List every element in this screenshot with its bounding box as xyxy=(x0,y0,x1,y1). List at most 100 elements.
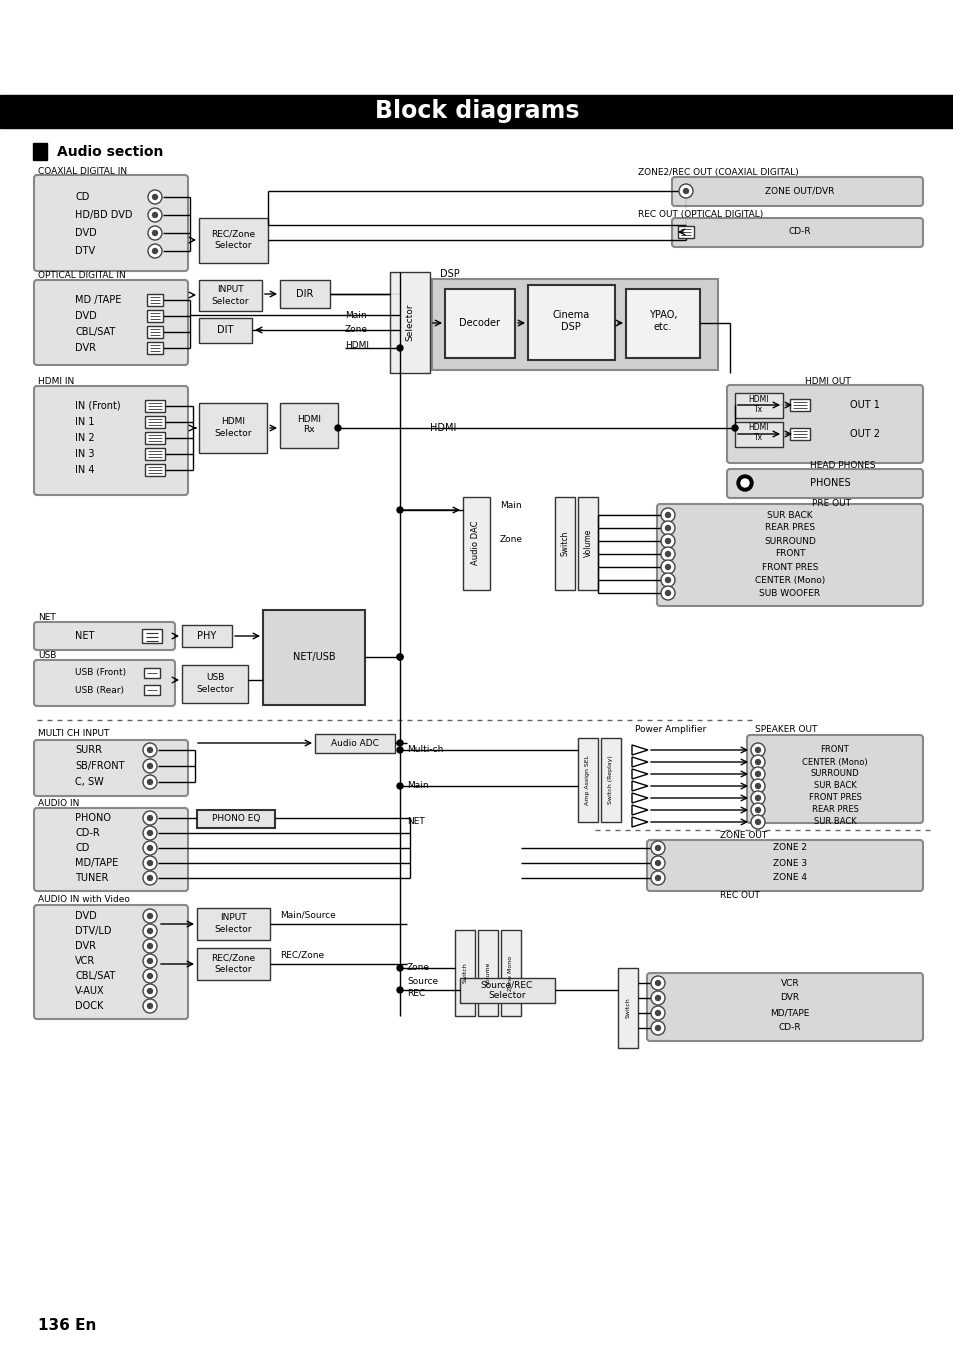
Bar xyxy=(444,289,515,358)
Bar xyxy=(280,280,330,308)
Circle shape xyxy=(396,747,402,753)
Bar xyxy=(182,665,248,703)
Text: Selector: Selector xyxy=(196,685,233,693)
Text: CBL/SAT: CBL/SAT xyxy=(75,971,115,981)
Text: DOCK: DOCK xyxy=(75,1001,103,1011)
Text: V-AUX: V-AUX xyxy=(75,986,105,996)
Circle shape xyxy=(143,954,157,969)
Circle shape xyxy=(148,958,152,963)
Text: Selector: Selector xyxy=(214,428,252,438)
Text: Tx: Tx xyxy=(754,434,762,443)
Circle shape xyxy=(660,508,675,521)
Text: Rx: Rx xyxy=(303,426,314,435)
FancyBboxPatch shape xyxy=(671,218,923,247)
Circle shape xyxy=(755,784,760,789)
Text: MD /TAPE: MD /TAPE xyxy=(75,295,121,305)
Bar xyxy=(734,422,782,447)
Circle shape xyxy=(143,759,157,773)
Circle shape xyxy=(396,654,402,661)
Text: DVD: DVD xyxy=(75,911,96,921)
Text: IN 2: IN 2 xyxy=(75,434,94,443)
Bar xyxy=(199,317,252,343)
Circle shape xyxy=(148,875,152,881)
Circle shape xyxy=(148,226,162,240)
Text: Source/REC: Source/REC xyxy=(480,981,533,989)
Text: REC: REC xyxy=(407,989,425,997)
Text: PHONES: PHONES xyxy=(809,478,849,488)
Polygon shape xyxy=(631,744,647,755)
Circle shape xyxy=(152,231,157,235)
Text: REC OUT: REC OUT xyxy=(720,892,760,901)
Text: Audio ADC: Audio ADC xyxy=(331,739,378,747)
Text: Switch: Switch xyxy=(462,963,467,984)
Bar xyxy=(199,218,268,263)
Bar xyxy=(600,738,620,821)
Text: Switch: Switch xyxy=(625,997,630,1019)
Text: DSP: DSP xyxy=(439,269,459,280)
Text: HDMI: HDMI xyxy=(296,415,320,423)
Text: AUDIO IN: AUDIO IN xyxy=(38,798,79,808)
Text: HDMI: HDMI xyxy=(221,417,245,427)
Bar xyxy=(789,399,809,411)
Bar xyxy=(33,143,47,159)
Text: Main/Source: Main/Source xyxy=(280,911,335,920)
Circle shape xyxy=(148,861,152,866)
Circle shape xyxy=(650,871,664,885)
Circle shape xyxy=(755,771,760,777)
FancyBboxPatch shape xyxy=(671,177,923,205)
Circle shape xyxy=(665,539,670,543)
Circle shape xyxy=(660,561,675,574)
Text: DIT: DIT xyxy=(216,326,233,335)
Text: Cinema: Cinema xyxy=(552,309,589,320)
Text: MD/TAPE: MD/TAPE xyxy=(769,1008,809,1017)
Bar xyxy=(459,978,555,1002)
Circle shape xyxy=(148,989,152,993)
Circle shape xyxy=(152,195,157,200)
Text: Selector: Selector xyxy=(405,303,414,340)
Text: SUB WOOFER: SUB WOOFER xyxy=(759,589,820,597)
Text: HDMI: HDMI xyxy=(748,423,768,432)
Text: DSP: DSP xyxy=(560,322,580,332)
Bar xyxy=(462,497,490,590)
Text: PHONO: PHONO xyxy=(75,813,111,823)
Text: ZONE OUT: ZONE OUT xyxy=(720,831,766,839)
Text: ZONE OUT/DVR: ZONE OUT/DVR xyxy=(764,186,834,196)
Text: FRONT: FRONT xyxy=(774,550,804,558)
Text: USB (Front): USB (Front) xyxy=(75,669,126,677)
FancyBboxPatch shape xyxy=(646,840,923,892)
FancyBboxPatch shape xyxy=(34,808,188,892)
Text: INPUT: INPUT xyxy=(216,285,243,295)
Text: AUDIO IN with Video: AUDIO IN with Video xyxy=(38,896,130,905)
Text: Zone Mono: Zone Mono xyxy=(508,955,513,990)
Circle shape xyxy=(655,1025,659,1031)
Text: IN 1: IN 1 xyxy=(75,417,94,427)
Text: REC/Zone: REC/Zone xyxy=(280,951,324,959)
FancyBboxPatch shape xyxy=(657,504,923,607)
Text: Selector: Selector xyxy=(214,924,252,934)
Text: SUR BACK: SUR BACK xyxy=(813,781,856,790)
Text: Zone: Zone xyxy=(499,535,522,544)
Text: DVD: DVD xyxy=(75,228,96,238)
Text: MD/TAPE: MD/TAPE xyxy=(75,858,118,867)
Text: SUR BACK: SUR BACK xyxy=(766,511,812,520)
Text: DTV: DTV xyxy=(75,246,95,255)
Circle shape xyxy=(660,573,675,586)
Text: CENTER (Mono): CENTER (Mono) xyxy=(801,758,867,766)
FancyBboxPatch shape xyxy=(34,621,174,650)
Text: HEAD PHONES: HEAD PHONES xyxy=(809,462,875,470)
Text: PRE OUT: PRE OUT xyxy=(811,499,850,508)
Text: CD: CD xyxy=(75,192,90,203)
Bar xyxy=(314,734,395,753)
Bar xyxy=(555,497,575,590)
Circle shape xyxy=(335,426,340,431)
Text: CD-R: CD-R xyxy=(788,227,810,236)
Text: USB (Rear): USB (Rear) xyxy=(75,685,124,694)
Circle shape xyxy=(665,512,670,517)
Bar xyxy=(625,289,700,358)
Text: COAXIAL DIGITAL IN: COAXIAL DIGITAL IN xyxy=(38,168,127,177)
Circle shape xyxy=(148,816,152,820)
Text: Selector: Selector xyxy=(214,242,252,250)
Text: USB: USB xyxy=(38,650,56,659)
Circle shape xyxy=(665,551,670,557)
Bar xyxy=(455,929,475,1016)
